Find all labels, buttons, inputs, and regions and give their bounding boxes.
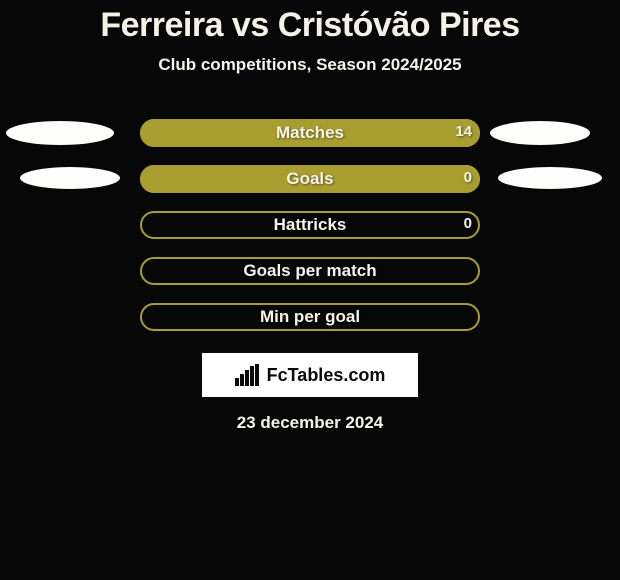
stat-row: Min per goal [0,297,620,343]
page-title: Ferreira vs Cristóvão Pires [0,0,620,45]
stat-value-right: 0 [464,169,472,186]
shadow-ellipse-left [6,121,114,145]
stat-bar: Hattricks0 [140,211,480,239]
logo-text: FcTables.com [267,365,386,386]
stat-bar: Min per goal [140,303,480,331]
shadow-ellipse-left [20,167,120,189]
stat-bar: Goals per match [140,257,480,285]
logo-box: FcTables.com [202,353,418,397]
stat-value-right: 14 [455,123,472,140]
stat-row: Matches14 [0,113,620,159]
stat-rows: Matches14Goals0Hattricks0Goals per match… [0,113,620,343]
stat-row: Hattricks0 [0,205,620,251]
stat-bar: Matches14 [140,119,480,147]
stat-row: Goals0 [0,159,620,205]
stat-label: Hattricks [140,215,480,235]
bar-chart-icon [235,364,261,386]
subtitle: Club competitions, Season 2024/2025 [0,55,620,75]
stat-row: Goals per match [0,251,620,297]
stat-label: Goals [140,169,480,189]
stat-bar: Goals0 [140,165,480,193]
shadow-ellipse-right [490,121,590,145]
stat-label: Goals per match [140,261,480,281]
shadow-ellipse-right [498,167,602,189]
stat-value-right: 0 [464,215,472,232]
stat-label: Min per goal [140,307,480,327]
date-text: 23 december 2024 [0,413,620,433]
stat-label: Matches [140,123,480,143]
